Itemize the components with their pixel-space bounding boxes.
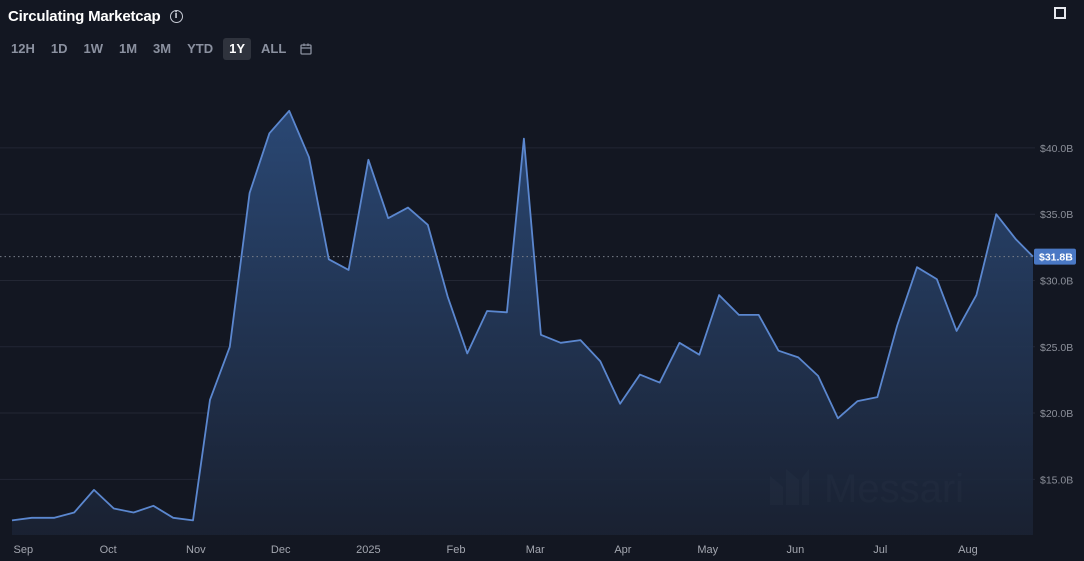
- current-value-badge: [1034, 248, 1076, 265]
- y-tick-label: $35.0B: [1040, 209, 1073, 221]
- expand-icon[interactable]: [1054, 7, 1066, 19]
- x-tick-label: Jul: [873, 544, 887, 556]
- range-1d-button[interactable]: 1D: [50, 41, 68, 56]
- x-tick-label: Dec: [271, 544, 291, 556]
- x-tick-label: 2025: [356, 544, 380, 556]
- series-line: [11, 109, 1034, 522]
- x-tick-label: Feb: [447, 544, 466, 556]
- x-tick-label: Apr: [614, 544, 631, 556]
- x-tick-label: Aug: [958, 544, 978, 556]
- y-tick-label: $20.0B: [1040, 408, 1073, 420]
- range-all-button[interactable]: ALL: [261, 41, 287, 56]
- range-1m-button[interactable]: 1M: [118, 41, 138, 56]
- range-1w-button[interactable]: 1W: [83, 41, 103, 56]
- y-tick-label: $30.0B: [1040, 275, 1073, 287]
- x-tick-label: Oct: [100, 544, 117, 556]
- range-1y-button[interactable]: 1Y: [223, 38, 252, 60]
- chart-header: Circulating Marketcap i: [8, 4, 183, 28]
- y-tick-label: $25.0B: [1040, 342, 1073, 354]
- x-tick-label: Sep: [14, 544, 34, 556]
- range-3m-button[interactable]: 3M: [153, 41, 172, 56]
- x-tick-label: Nov: [186, 544, 206, 556]
- calendar-icon[interactable]: [300, 43, 312, 55]
- y-tick-label: $40.0B: [1040, 143, 1073, 155]
- current-value-label: $31.8B: [1039, 252, 1073, 264]
- info-icon[interactable]: i: [169, 9, 183, 23]
- range-12h-button[interactable]: 12H: [11, 41, 35, 56]
- chart-title: Circulating Marketcap: [8, 7, 161, 25]
- x-tick-label: May: [697, 544, 718, 556]
- y-tick-label: $15.0B: [1040, 474, 1073, 486]
- x-tick-label: Mar: [526, 544, 545, 556]
- area-fill: [12, 110, 1033, 536]
- time-range-selector: 12H 1D 1W 1M 3M YTD 1Y ALL: [5, 38, 312, 60]
- range-ytd-button[interactable]: YTD: [187, 41, 214, 56]
- x-tick-label: Jun: [787, 544, 805, 556]
